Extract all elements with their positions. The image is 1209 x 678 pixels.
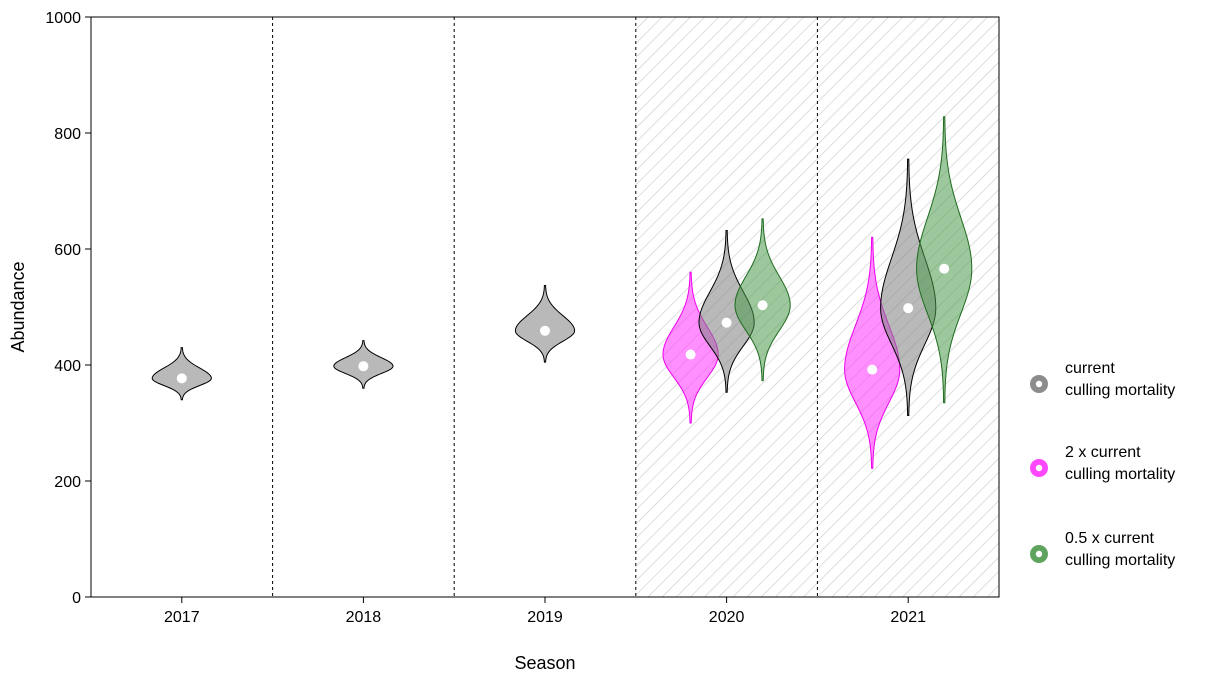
legend-label: 2 x current culling mortality (1065, 444, 1175, 483)
x-axis: 2017 2018 2019 2020 2021 (164, 597, 926, 626)
median-point (867, 364, 878, 375)
y-tick-label: 0 (72, 590, 81, 607)
median-point (685, 349, 696, 360)
x-axis-title: Season (514, 653, 575, 673)
legend-label-line: current (1065, 360, 1115, 377)
y-tick-label: 600 (54, 242, 81, 259)
median-point (540, 325, 550, 336)
violins (151, 116, 973, 469)
median-point (358, 361, 369, 372)
y-tick-label: 1000 (45, 10, 81, 27)
legend-label: current culling mortality (1065, 360, 1175, 399)
y-tick-label: 200 (54, 474, 81, 491)
violin (734, 218, 791, 382)
legend-label: 0.5 x current culling mortality (1065, 530, 1175, 569)
violin (514, 285, 576, 363)
violin (698, 229, 755, 393)
legend-label-line: 0.5 x current (1065, 530, 1154, 547)
legend-label-line: culling mortality (1065, 466, 1175, 483)
y-axis-title: Abundance (8, 261, 28, 352)
median-point (939, 263, 950, 274)
legend-marker-center (1035, 464, 1043, 472)
legend-marker-center (1035, 550, 1043, 558)
x-tick-label: 2018 (346, 609, 382, 626)
median-point (721, 317, 732, 328)
violin (916, 116, 973, 404)
season-separators (272, 17, 818, 597)
y-axis: 0 200 400 600 800 1000 (45, 10, 92, 607)
x-tick-label: 2017 (164, 609, 200, 626)
y-tick-label: 400 (54, 358, 81, 375)
legend: current culling mortality 2 x current culli… (1030, 360, 1175, 569)
legend-label-line: culling mortality (1065, 552, 1175, 569)
y-tick-label: 800 (54, 126, 81, 143)
legend-label-line: culling mortality (1065, 382, 1175, 399)
median-point (903, 303, 914, 314)
legend-marker-center (1035, 380, 1043, 388)
median-point (757, 300, 768, 311)
x-tick-label: 2019 (527, 609, 563, 626)
median-point (176, 373, 187, 384)
legend-label-line: 2 x current (1065, 444, 1141, 461)
x-tick-label: 2021 (890, 609, 926, 626)
x-tick-label: 2020 (709, 609, 745, 626)
